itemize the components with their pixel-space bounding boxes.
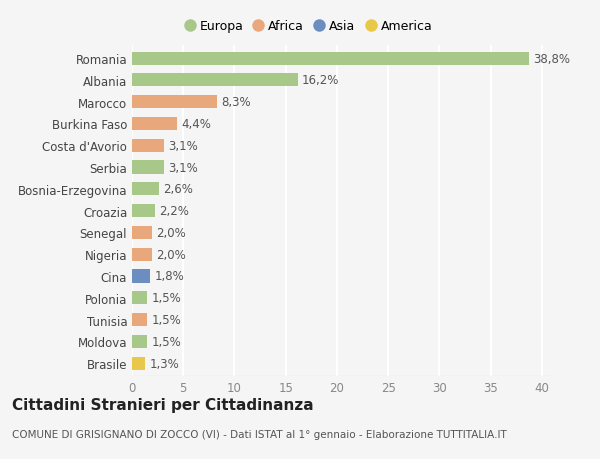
Text: 4,4%: 4,4%	[181, 118, 211, 131]
Text: 2,0%: 2,0%	[157, 226, 187, 239]
Bar	[132, 118, 177, 131]
Text: 2,2%: 2,2%	[158, 205, 188, 218]
Bar	[132, 74, 298, 87]
Text: 1,5%: 1,5%	[151, 335, 181, 348]
Text: 1,8%: 1,8%	[155, 270, 184, 283]
Bar	[132, 313, 148, 326]
Bar	[132, 161, 164, 174]
Text: 1,3%: 1,3%	[149, 357, 179, 370]
Text: COMUNE DI GRISIGNANO DI ZOCCO (VI) - Dati ISTAT al 1° gennaio - Elaborazione TUT: COMUNE DI GRISIGNANO DI ZOCCO (VI) - Dat…	[12, 429, 507, 439]
Text: 38,8%: 38,8%	[533, 52, 571, 66]
Bar	[132, 205, 155, 218]
Text: 16,2%: 16,2%	[302, 74, 340, 87]
Bar	[132, 248, 152, 261]
Text: Cittadini Stranieri per Cittadinanza: Cittadini Stranieri per Cittadinanza	[12, 397, 314, 412]
Text: 2,0%: 2,0%	[157, 248, 187, 261]
Text: 3,1%: 3,1%	[168, 161, 197, 174]
Bar	[132, 335, 148, 348]
Bar	[132, 96, 217, 109]
Text: 1,5%: 1,5%	[151, 313, 181, 326]
Bar	[132, 52, 529, 66]
Bar	[132, 183, 158, 196]
Bar	[132, 270, 151, 283]
Text: 3,1%: 3,1%	[168, 140, 197, 152]
Text: 1,5%: 1,5%	[151, 291, 181, 305]
Bar	[132, 140, 164, 152]
Legend: Europa, Africa, Asia, America: Europa, Africa, Asia, America	[185, 20, 432, 33]
Bar	[132, 291, 148, 305]
Text: 2,6%: 2,6%	[163, 183, 193, 196]
Bar	[132, 357, 145, 370]
Text: 8,3%: 8,3%	[221, 96, 251, 109]
Bar	[132, 226, 152, 240]
